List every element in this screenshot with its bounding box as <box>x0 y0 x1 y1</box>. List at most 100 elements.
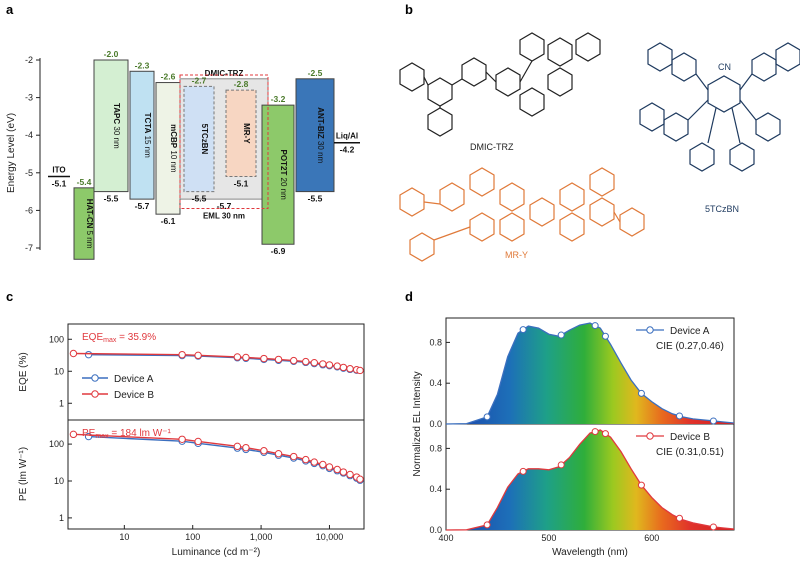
data-point-eqe <box>290 356 298 365</box>
layer-thickness: 30 nm <box>112 124 121 149</box>
y-tick-label-pe: 10 <box>54 476 64 486</box>
panel-label-c: c <box>6 289 13 304</box>
layer-name: Liq/Al <box>336 132 358 141</box>
dmic-trz-label: DMIC-TRZ <box>470 142 514 152</box>
dmic-trz-structure <box>399 32 601 137</box>
spectrum-marker <box>637 481 645 489</box>
annotation-sub: max <box>103 337 117 344</box>
layer-name: ITO <box>52 166 65 175</box>
x-axis-label-d: Wavelength (nm) <box>552 547 628 558</box>
data-point-pe <box>260 447 268 455</box>
el-spectra-chart: 400 500 600 0.0 0.4 0.8 Device A CIE (0.27,0.46… <box>412 317 735 558</box>
x-tick-label-d: 600 <box>644 533 659 543</box>
top-value: -2.3 <box>135 60 150 70</box>
data-point-eqe <box>302 357 310 366</box>
y-tick-label-d: 0.8 <box>429 443 442 453</box>
layer-bar <box>261 104 295 245</box>
x-tick-label-c: 1,000 <box>250 532 273 542</box>
layer-bar <box>93 59 129 193</box>
energy-level-diagram: -2 -3 -4 -5 -6 -7 Energy Level (eV) ITO -5.1 -5… <box>6 49 360 260</box>
data-point-eqe <box>356 366 364 375</box>
y-tick-label-eqe: 10 <box>54 366 64 376</box>
panel-label-b: b <box>405 2 413 17</box>
mr-y-structure <box>399 167 645 262</box>
data-point-pe <box>242 443 250 452</box>
eml-outline <box>179 74 269 210</box>
x-axis-label-c: Luminance (cd m⁻²) <box>172 547 261 558</box>
panel-label-a: a <box>6 2 14 17</box>
panel-label-d: d <box>405 289 413 304</box>
data-point-eqe <box>333 362 341 370</box>
y-tick-label-a: -3 <box>25 93 33 103</box>
y-tick-label-d: 0.4 <box>429 378 442 388</box>
top-value: -2.5 <box>308 68 323 78</box>
series-line-pe <box>88 435 361 481</box>
y-tick-label-d: 0.8 <box>429 337 442 347</box>
y-tick-label-a: -7 <box>25 243 33 253</box>
layer-name: ANT-BIZ 30 nm <box>316 107 325 163</box>
spectrum-marker <box>709 523 717 531</box>
bottom-value: -5.1 <box>234 179 249 189</box>
data-point-eqe <box>233 353 242 361</box>
y-axis-label-eqe: EQE (%) <box>18 352 29 391</box>
data-point-eqe <box>325 361 334 369</box>
y-tick-label-d: 0.0 <box>429 419 442 429</box>
data-point-eqe <box>339 363 348 372</box>
top-value: -2.6 <box>161 72 176 82</box>
y-tick-label-eqe: 1 <box>59 398 64 408</box>
spectrum-marker <box>483 413 491 421</box>
x-tick-label-d: 500 <box>541 533 556 543</box>
layer-bar <box>155 82 181 215</box>
data-point-pe <box>333 465 341 474</box>
top-value: -2.0 <box>104 49 119 59</box>
layer-name: mCBP 10 nm <box>169 124 178 173</box>
data-point-pe <box>339 468 348 476</box>
layer-thickness: 30 nm <box>316 139 325 164</box>
legend-label-d: Device B <box>670 432 710 443</box>
annotation-value: = 35.9% <box>116 332 156 343</box>
top-value: -3.2 <box>271 94 286 104</box>
x-tick-label-c: 10 <box>119 532 129 542</box>
bottom-value: -6.1 <box>161 216 176 226</box>
spectrum-marker <box>483 521 491 529</box>
eml-label: EML 30 nm <box>203 212 245 221</box>
energy-layers: ITO -5.1 -5.4 HAT-CN 5 nm -2.0 -5.5 TAPC 30 nm… <box>48 49 360 260</box>
layer-thickness: 20 nm <box>279 175 288 200</box>
y-tick-label-eqe: 100 <box>49 334 64 344</box>
layer-thickness: 5 nm <box>85 228 94 248</box>
spectrum-marker <box>557 331 565 339</box>
legend-label-d: Device A <box>670 326 710 337</box>
data-point-pe <box>69 430 78 439</box>
spectrum-fill <box>446 323 734 424</box>
y-tick-label-a: -6 <box>25 205 33 215</box>
data-point-eqe <box>194 351 202 360</box>
y-tick-label-a: -4 <box>25 130 33 140</box>
data-point-pe <box>325 463 334 471</box>
top-value: -2.8 <box>234 79 249 89</box>
y-tick-label-a: -5 <box>25 168 33 178</box>
annotation-sub: max <box>95 433 109 440</box>
spectrum-marker <box>675 514 683 522</box>
spectrum-line <box>445 322 735 425</box>
legend-marker-c <box>91 390 99 398</box>
cn-label: CN <box>718 62 731 72</box>
y-tick-label-a: -2 <box>25 55 33 65</box>
layer-bar <box>183 85 215 193</box>
level-value: -5.1 <box>52 179 67 189</box>
layer-name: DMIC-TRZ <box>205 69 244 78</box>
data-point-pe <box>194 437 202 446</box>
data-point-eqe <box>319 360 327 368</box>
plot-frame-c <box>67 323 365 530</box>
spectrum-marker <box>637 389 645 397</box>
legend-marker-c <box>91 374 99 382</box>
layer-name: HAT-CN 5 nm <box>85 199 94 249</box>
data-point-eqe <box>69 349 78 358</box>
legend-label-c: Device A <box>114 374 154 385</box>
eqe-pe-chart: 10 100 1,000 10,000 1 10 100 EQEmax = 35.9% 1 10 1… <box>18 323 365 558</box>
spectrum-marker <box>709 417 717 425</box>
spectrum-marker <box>591 322 599 330</box>
data-point-eqe <box>346 365 354 373</box>
data-point-pe <box>178 435 186 443</box>
bottom-value: -5.7 <box>217 201 232 211</box>
bottom-value: -6.9 <box>271 246 286 256</box>
